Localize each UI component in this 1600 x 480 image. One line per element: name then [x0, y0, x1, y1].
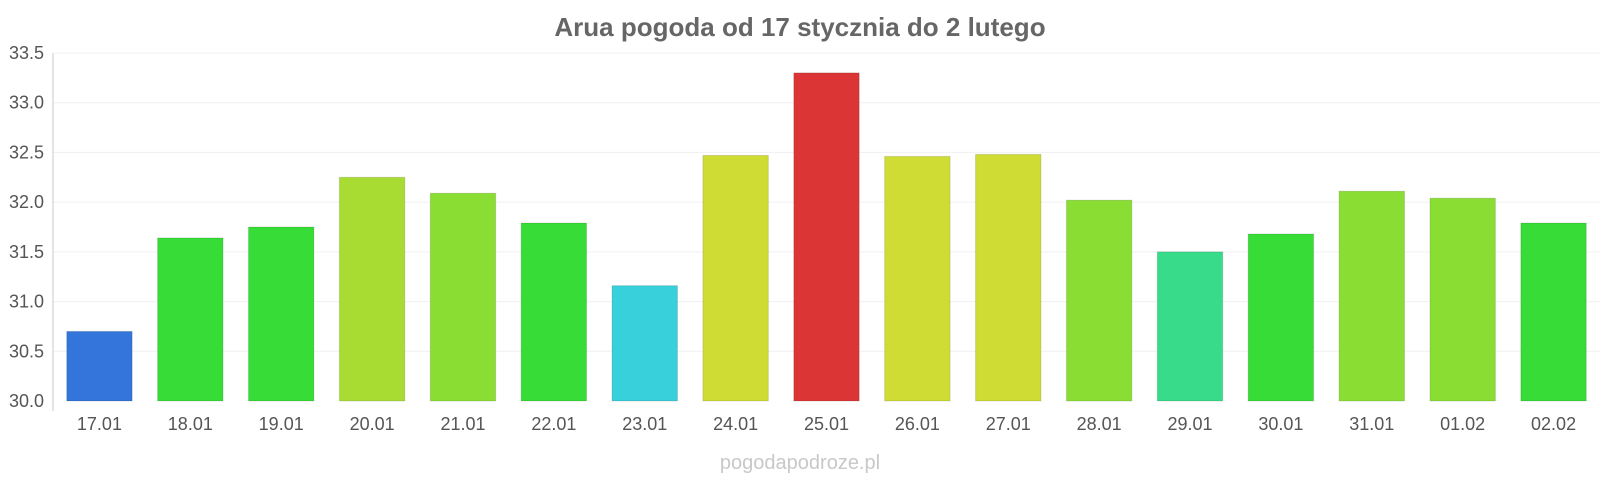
- x-tick-label: 19.01: [259, 414, 304, 434]
- x-tick-label: 25.01: [804, 414, 849, 434]
- y-tick-label: 31.5: [9, 242, 44, 262]
- chart-title: Arua pogoda od 17 stycznia do 2 lutego: [554, 12, 1045, 42]
- bar-31.01: [1338, 190, 1406, 402]
- bar-17.01: [66, 330, 133, 402]
- x-tick-label: 24.01: [713, 414, 758, 434]
- bar-23.01: [611, 285, 678, 402]
- bar-19.01: [247, 226, 315, 402]
- bars: [66, 72, 1587, 402]
- x-tick-label: 17.01: [77, 414, 122, 434]
- y-axis: 30.0 30.5 31.0 31.5 32.0 32.5 33.0 33.5: [9, 43, 54, 411]
- bar-24.01: [702, 154, 769, 402]
- x-tick-label: 02.02: [1531, 414, 1576, 434]
- x-tick-label: 18.01: [168, 414, 213, 434]
- watermark: pogodapodroze.pl: [720, 452, 880, 474]
- x-axis: 17.01 18.01 19.01 20.01 21.01 22.01 23.01 24.01…: [77, 414, 1576, 434]
- y-tick-label: 32.0: [9, 192, 44, 212]
- bar-30.01: [1247, 233, 1315, 402]
- x-tick-label: 21.01: [440, 414, 485, 434]
- bar-29.01: [1156, 251, 1224, 402]
- y-tick-label: 31.0: [9, 292, 44, 312]
- bar-20.01: [338, 176, 406, 402]
- bar-21.01: [429, 192, 497, 402]
- x-tick-label: 01.02: [1440, 414, 1485, 434]
- x-tick-label: 26.01: [895, 414, 940, 434]
- x-tick-label: 28.01: [1077, 414, 1122, 434]
- bar-02.02: [1520, 222, 1587, 402]
- y-tick-label: 33.0: [9, 93, 44, 113]
- y-tick-label: 32.5: [9, 142, 44, 162]
- bar-01.02: [1429, 197, 1496, 402]
- bar-27.01: [975, 153, 1042, 402]
- x-tick-label: 27.01: [986, 414, 1031, 434]
- x-tick-label: 30.01: [1258, 414, 1303, 434]
- x-tick-label: 22.01: [531, 414, 576, 434]
- x-tick-label: 31.01: [1349, 414, 1394, 434]
- x-tick-label: 23.01: [622, 414, 667, 434]
- y-tick-label: 33.5: [9, 43, 44, 63]
- bar-26.01: [884, 155, 951, 402]
- y-tick-label: 30.5: [9, 341, 44, 361]
- x-tick-label: 29.01: [1168, 414, 1213, 434]
- bar-28.01: [1065, 199, 1133, 402]
- bar-25.01: [793, 72, 860, 402]
- y-tick-label: 30.0: [9, 391, 44, 411]
- x-tick-label: 20.01: [350, 414, 395, 434]
- bar-18.01: [157, 237, 224, 402]
- bar-22.01: [520, 222, 588, 402]
